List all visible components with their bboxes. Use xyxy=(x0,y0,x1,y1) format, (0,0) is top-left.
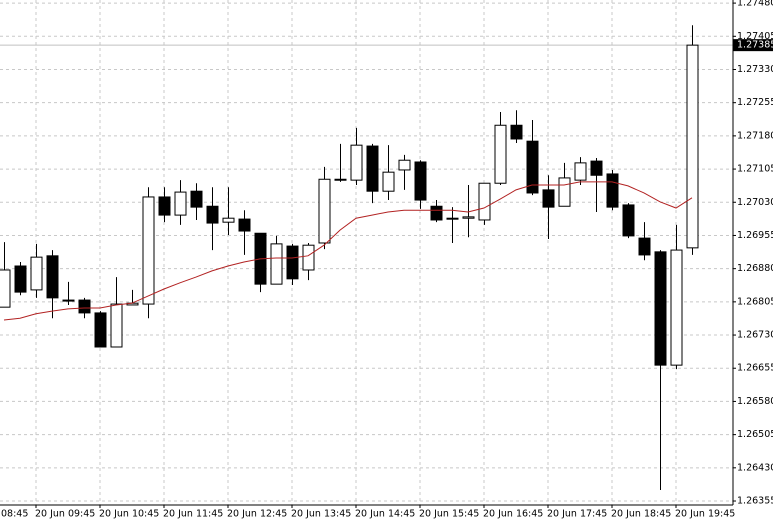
x-tick-label: 20 Jun 14:45 xyxy=(355,509,415,520)
candle-body xyxy=(46,255,59,299)
candle-body xyxy=(558,177,571,207)
candle-body xyxy=(462,216,475,219)
last-price-label: 1.27385 xyxy=(737,40,773,51)
candle-body xyxy=(94,312,107,348)
y-tick-label: 1.26730 xyxy=(737,330,773,341)
candle-body xyxy=(158,196,171,216)
last-price-tag xyxy=(733,39,773,52)
candle-body xyxy=(350,144,363,181)
candle-body xyxy=(382,171,395,192)
candle-body xyxy=(78,299,91,314)
x-tick-label: 20 Jun 18:45 xyxy=(611,509,671,520)
y-tick-label: 1.27480 xyxy=(737,0,773,9)
candle-body xyxy=(574,162,587,181)
candle-body xyxy=(302,244,315,271)
candle-body xyxy=(222,217,235,223)
candle-body xyxy=(190,190,203,208)
candle-body xyxy=(14,265,27,293)
x-tick-label: 20 Jun 16:45 xyxy=(483,509,543,520)
candle-body xyxy=(366,145,379,192)
candle-body xyxy=(590,160,603,176)
candle-body xyxy=(670,249,683,366)
y-tick-label: 1.27030 xyxy=(737,197,773,208)
candle-body xyxy=(0,269,11,308)
y-tick-label: 1.27405 xyxy=(737,31,773,42)
candle-body xyxy=(398,159,411,171)
y-tick-label: 1.26655 xyxy=(737,363,773,374)
x-tick-label: 20 Jun 19:45 xyxy=(675,509,735,520)
y-tick-label: 1.26505 xyxy=(737,429,773,440)
candle-body xyxy=(446,217,459,220)
x-tick-label: 08:45 xyxy=(1,509,28,520)
y-tick-label: 1.27330 xyxy=(737,64,773,75)
y-tick-label: 1.27180 xyxy=(737,130,773,141)
candle-body xyxy=(686,44,699,249)
x-tick-label: 20 Jun 13:45 xyxy=(291,509,351,520)
y-tick-label: 1.26580 xyxy=(737,396,773,407)
x-tick-label: 20 Jun 11:45 xyxy=(163,509,223,520)
x-tick-label: 20 Jun 15:45 xyxy=(419,509,479,520)
candle-body xyxy=(430,205,443,221)
candle-body xyxy=(478,182,491,221)
y-tick-label: 1.26355 xyxy=(737,496,773,507)
candle-body xyxy=(62,299,75,302)
candle-body xyxy=(174,191,187,216)
candle-body xyxy=(510,124,523,140)
x-tick-label: 20 Jun 10:45 xyxy=(99,509,159,520)
y-tick-label: 1.27255 xyxy=(737,97,773,108)
candle-body xyxy=(318,178,331,244)
candle-body xyxy=(286,245,299,280)
candle-body xyxy=(334,178,347,181)
y-tick-label: 1.26955 xyxy=(737,230,773,241)
candle-body xyxy=(206,205,219,224)
y-tick-label: 1.26805 xyxy=(737,296,773,307)
x-tick-label: 20 Jun 09:45 xyxy=(35,509,95,520)
candle-body xyxy=(542,189,555,208)
candle-body xyxy=(414,161,427,201)
candle-body xyxy=(270,243,283,285)
y-tick-label: 1.26430 xyxy=(737,462,773,473)
candle-body xyxy=(238,218,251,232)
candle-body xyxy=(30,256,43,291)
x-tick-label: 20 Jun 12:45 xyxy=(227,509,287,520)
candle-body xyxy=(654,251,667,366)
candle-body xyxy=(110,303,123,348)
moving-average xyxy=(3,181,693,321)
candle-body xyxy=(526,140,539,194)
candle-body xyxy=(638,237,651,256)
x-tick-label: 20 Jun 17:45 xyxy=(547,509,607,520)
y-tick-label: 1.26880 xyxy=(737,263,773,274)
y-tick-label: 1.27105 xyxy=(737,164,773,175)
candle-body xyxy=(494,124,507,184)
candle-body xyxy=(606,173,619,208)
candle-body xyxy=(622,204,635,237)
candle-body xyxy=(142,196,155,305)
